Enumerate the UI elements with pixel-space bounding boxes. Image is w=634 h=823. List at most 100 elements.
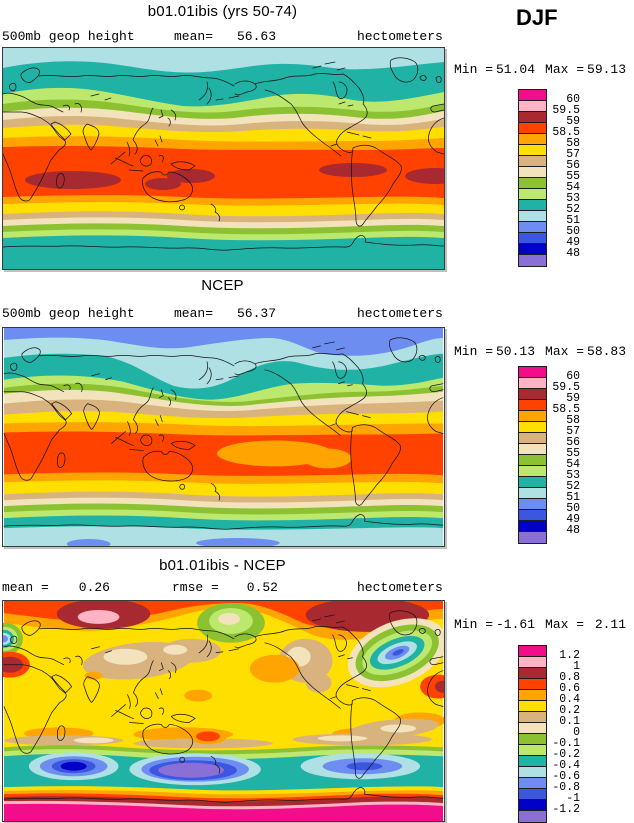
legend-swatch (519, 455, 546, 466)
max-value: 58.83 (587, 344, 627, 359)
legend-tick-label: 0.6 (559, 682, 580, 695)
legend-swatch (519, 521, 546, 532)
legend-model: Min = 51.04 Max = 59.13 60 59.5 59 58.5 58 57… (454, 62, 634, 268)
legend3-ticks: 1.2 1 0.8 0.6 0.4 0.2 0.1 0 -0.1 -0.2 -0.4 -0.6 -0.8… (546, 645, 580, 821)
legend1-ticks: 60 59.5 59 58.5 58 57 56 55 54 53 52 51 50 49 48 (546, 89, 580, 265)
panel1-field-label: 500mb geop height (2, 29, 135, 44)
legend-tick-label: 1.2 (559, 649, 580, 662)
legend-tick-label: 48 (566, 524, 580, 537)
panel1-mean-value: 56.63 (236, 29, 276, 44)
legend-swatch (519, 679, 546, 690)
panel1-mean-label: mean= (174, 29, 214, 44)
legend-tick-label: 52 (566, 480, 580, 493)
legend-tick-label: 57 (566, 425, 580, 438)
min-value: 50.13 (496, 344, 536, 359)
legend-tick-label: 52 (566, 203, 580, 216)
legend-tick-label: 54 (566, 181, 580, 194)
legend-tick-label: 58 (566, 137, 580, 150)
legend-swatch (519, 734, 546, 745)
legend-swatch (519, 244, 546, 255)
legend-tick-label: 58.5 (552, 126, 580, 139)
legend-tick-label: 59 (566, 115, 580, 128)
legend-swatch (519, 466, 546, 477)
legend-swatch (519, 510, 546, 521)
panel1-units-label: hectometers (357, 29, 443, 44)
legend-swatch (519, 789, 546, 800)
legend-swatch (519, 499, 546, 510)
legend-swatch (519, 422, 546, 433)
legend-tick-label: 56 (566, 159, 580, 172)
legend-swatch (519, 532, 546, 543)
legend-swatch (519, 178, 546, 189)
legend-swatch (519, 101, 546, 112)
panel2-field-label: 500mb geop height (2, 306, 135, 321)
legend-swatch (519, 389, 546, 400)
legend-tick-label: -0.2 (552, 748, 580, 761)
legend-swatch (519, 189, 546, 200)
panel2-units-label: hectometers (357, 306, 443, 321)
legend-tick-label: 56 (566, 436, 580, 449)
legend-tick-label: 57 (566, 148, 580, 161)
legend-swatch (519, 723, 546, 734)
min-label: Min = (454, 617, 494, 632)
legend-tick-label: 55 (566, 447, 580, 460)
panel1-title: b01.01ibis (yrs 50-74) (147, 3, 298, 20)
max-label: Max = (545, 62, 585, 77)
legend-tick-label: 60 (566, 93, 580, 106)
legend-swatch (519, 200, 546, 211)
map-ncep-svg (3, 328, 444, 546)
max-label: Max = (545, 344, 585, 359)
legend-swatch (519, 433, 546, 444)
min-value: -1.61 (496, 617, 536, 632)
diff-scandinavia-negative (3, 622, 23, 655)
map-ncep (2, 327, 445, 547)
legend-tick-label: 0.1 (559, 715, 580, 728)
legend-swatch (519, 112, 546, 123)
legend-tick-label: -1 (566, 792, 580, 805)
legend-swatch (519, 156, 546, 167)
legend-swatch (519, 90, 546, 101)
legend-swatch (519, 400, 546, 411)
legend-tick-label: 51 (566, 214, 580, 227)
legend2-ticks: 60 59.5 59 58.5 58 57 56 55 54 53 52 51 50 49 48 (546, 366, 580, 542)
legend-swatch (519, 444, 546, 455)
diff-natlantic-negative (347, 618, 444, 688)
map-model (2, 47, 445, 270)
legend-tick-label: 0.4 (559, 693, 580, 706)
legend-swatch (519, 767, 546, 778)
legend-tick-label: -0.4 (552, 759, 580, 772)
legend2-minmax: Min = 50.13 Max = 58.83 (454, 344, 626, 359)
legend-swatch (519, 123, 546, 134)
max-label: Max = (545, 617, 585, 632)
legend-tick-label: 49 (566, 513, 580, 526)
legend-tick-label: 0.8 (559, 671, 580, 684)
legend-tick-label: 58.5 (552, 403, 580, 416)
panel2-mean-value: 56.37 (236, 306, 276, 321)
legend-tick-label: 54 (566, 458, 580, 471)
legend-tick-label: 60 (566, 370, 580, 383)
model-height-maxima (25, 163, 444, 190)
legend-tick-label: 1 (573, 660, 580, 673)
legend-tick-label: 59.5 (552, 381, 580, 394)
legend-swatch (519, 668, 546, 679)
legend-swatch (519, 233, 546, 244)
legend-tick-label: 0.2 (559, 704, 580, 717)
diff-southern-ocean-lows (28, 752, 421, 786)
legend3-minmax: Min = -1.61 Max = 2.11 (454, 617, 626, 632)
diff-africa-positive (420, 674, 444, 699)
map-diff-svg (3, 601, 444, 821)
legend3-colorbar (518, 645, 547, 823)
legend-swatch (519, 477, 546, 488)
legend-swatch (519, 778, 546, 789)
legend1-minmax: Min = 51.04 Max = 59.13 (454, 62, 626, 77)
legend-swatch (519, 167, 546, 178)
legend-swatch (519, 134, 546, 145)
max-value: 59.13 (587, 62, 627, 77)
legend-ncep: Min = 50.13 Max = 58.83 60 59.5 59 58.5 58 57… (454, 344, 634, 544)
panel3-units-label: hectometers (357, 580, 443, 595)
legend-tick-label: -1.2 (552, 803, 580, 816)
legend-swatch (519, 756, 546, 767)
legend-tick-label: 0 (573, 726, 580, 739)
legend-swatch (519, 255, 546, 266)
